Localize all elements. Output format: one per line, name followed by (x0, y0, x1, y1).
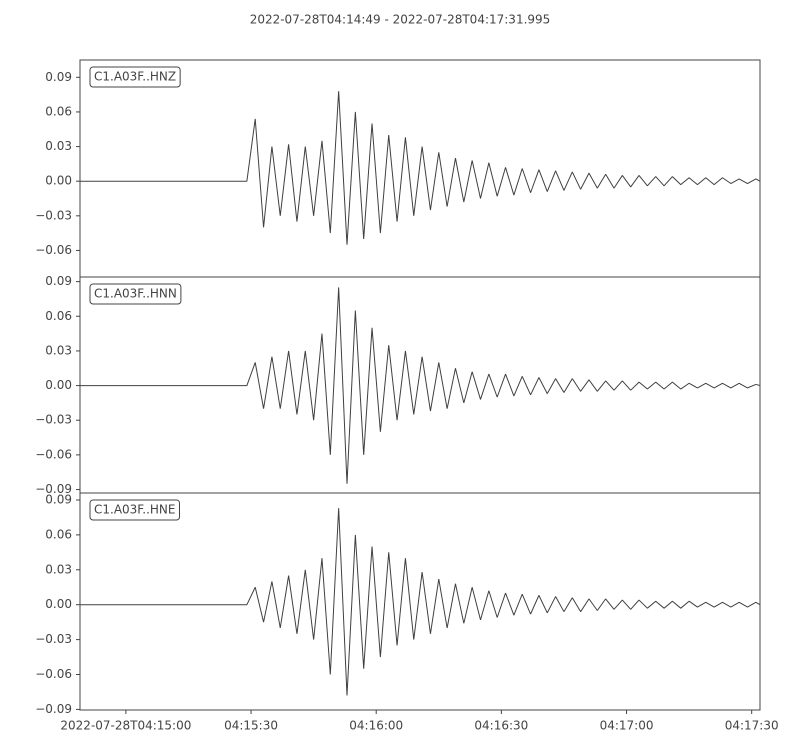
chart-title: 2022-07-28T04:14:49 - 2022-07-28T04:17:3… (250, 13, 551, 27)
legend-label: C1.A03F..HNZ (94, 70, 176, 84)
y-tick-label: −0.09 (35, 482, 72, 496)
y-tick-label: −0.06 (35, 243, 72, 257)
x-tick-label: 04:15:30 (224, 719, 278, 733)
x-tick-label: 04:16:00 (349, 719, 403, 733)
y-tick-label: 0.09 (45, 492, 72, 506)
y-tick-label: 0.06 (45, 309, 72, 323)
y-tick-label: −0.06 (35, 667, 72, 681)
y-tick-label: 0.03 (45, 343, 72, 357)
y-tick-label: 0.06 (45, 104, 72, 118)
legend-label: C1.A03F..HNN (94, 287, 177, 301)
x-tick-label: 04:17:00 (600, 719, 654, 733)
y-tick-label: 0.00 (45, 378, 72, 392)
waveform (80, 91, 760, 245)
y-tick-label: 0.03 (45, 139, 72, 153)
y-tick-label: 0.00 (45, 174, 72, 188)
y-tick-label: 0.06 (45, 527, 72, 541)
x-tick-label: 04:17:30 (725, 719, 779, 733)
y-tick-label: 0.00 (45, 597, 72, 611)
y-tick-label: −0.09 (35, 702, 72, 716)
panel-frame (79, 276, 761, 494)
panel-frame (79, 492, 761, 711)
y-tick-label: −0.06 (35, 447, 72, 461)
panel-frame (79, 59, 761, 278)
x-tick-label: 04:16:30 (474, 719, 528, 733)
y-tick-label: −0.03 (35, 632, 72, 646)
x-tick-label: 2022-07-28T04:15:00 (60, 719, 191, 733)
y-tick-label: 0.03 (45, 562, 72, 576)
y-tick-label: 0.09 (45, 70, 72, 84)
waveform (80, 287, 760, 484)
legend-box (89, 499, 180, 521)
legend-box (89, 66, 181, 88)
y-tick-label: 0.09 (45, 274, 72, 288)
y-tick-label: −0.03 (35, 413, 72, 427)
waveform (80, 508, 760, 696)
legend-box (89, 283, 182, 305)
y-tick-label: −0.03 (35, 208, 72, 222)
legend-label: C1.A03F..HNE (94, 503, 176, 517)
